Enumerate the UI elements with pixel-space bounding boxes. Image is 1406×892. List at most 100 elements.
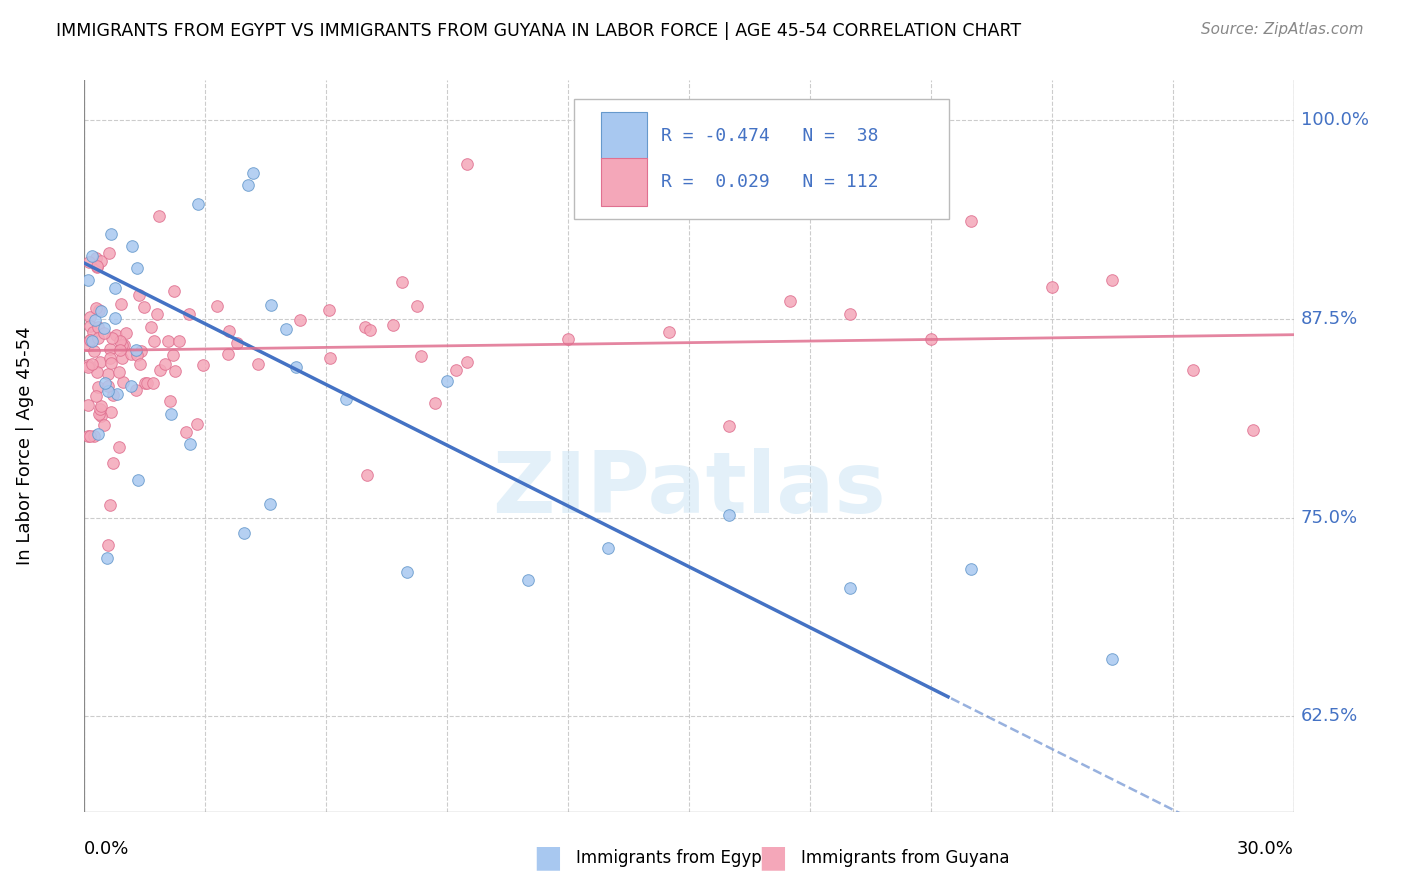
Point [411,349,433,363]
Point [103,388,125,402]
Point [77,358,100,372]
Point [98,245,121,260]
Point [110,343,132,357]
Point [97,538,120,552]
Point [111,338,134,352]
Point [557,332,579,346]
Text: 62.5%: 62.5% [1301,707,1358,725]
Point [77,255,100,269]
Point [335,392,357,407]
Point [77,398,100,412]
Point [84,389,107,403]
Point [90,409,112,424]
Point [90,399,112,413]
Point [174,425,197,439]
Point [381,318,404,332]
Point [1101,651,1123,665]
Point [246,357,269,371]
Point [135,376,157,390]
Point [436,374,458,388]
Point [80,357,103,371]
Point [162,348,184,362]
Point [232,526,254,541]
Point [177,306,200,320]
Point [97,384,120,398]
Point [1241,423,1264,437]
Point [658,325,681,339]
Point [120,347,142,361]
Point [89,402,111,417]
Point [186,417,208,432]
Point [143,334,166,348]
Point [77,273,100,287]
Point [127,473,149,487]
Point [87,407,110,421]
Point [83,429,105,443]
Text: In Labor Force | Age 45-54: In Labor Force | Age 45-54 [17,326,34,566]
Point [142,376,165,390]
Point [839,581,862,595]
Point [121,239,143,253]
Point [1101,273,1123,287]
Text: ■: ■ [533,844,562,872]
Point [98,498,121,512]
Text: ZIPatlas: ZIPatlas [492,449,886,532]
Point [960,562,983,576]
Point [179,436,201,450]
Point [395,565,418,579]
Point [406,299,429,313]
Point [108,334,131,349]
Text: 75.0%: 75.0% [1301,508,1358,526]
Point [1181,363,1204,377]
Text: ■: ■ [758,844,787,872]
Text: Immigrants from Guyana: Immigrants from Guyana [801,849,1010,867]
Point [87,380,110,394]
Point [259,497,281,511]
Point [165,364,187,378]
Point [128,357,150,371]
Point [93,326,115,341]
Point [110,297,132,311]
Point [167,334,190,349]
Point [111,375,134,389]
Point [82,334,104,348]
Point [163,284,186,298]
Point [86,260,108,274]
Text: Source: ZipAtlas.com: Source: ZipAtlas.com [1201,22,1364,37]
Point [128,288,150,302]
Point [86,331,108,345]
Point [356,468,378,483]
Point [97,379,120,393]
Point [84,301,107,315]
Point [242,166,264,180]
Point [146,307,169,321]
Point [87,303,110,318]
Point [79,319,101,334]
Point [425,395,447,409]
Point [153,357,176,371]
Point [318,351,340,365]
Point [156,334,179,348]
FancyBboxPatch shape [574,99,949,219]
Point [124,343,146,357]
Point [225,336,247,351]
Point [82,249,104,263]
Point [83,313,105,327]
Point [718,419,741,434]
Text: R = -0.474   N =  38: R = -0.474 N = 38 [661,127,879,145]
Text: IMMIGRANTS FROM EGYPT VS IMMIGRANTS FROM GUYANA IN LABOR FORCE | AGE 45-54 CORRE: IMMIGRANTS FROM EGYPT VS IMMIGRANTS FROM… [56,22,1021,40]
Point [105,386,128,401]
Point [84,252,107,266]
Point [960,213,983,227]
Point [79,429,101,443]
Point [456,355,478,369]
Text: 0.0%: 0.0% [84,840,129,858]
Point [77,429,100,443]
Point [111,351,134,366]
Point [127,348,149,362]
Point [236,178,259,192]
Point [318,302,340,317]
Point [87,319,110,334]
Point [101,331,124,345]
Bar [600,112,647,160]
